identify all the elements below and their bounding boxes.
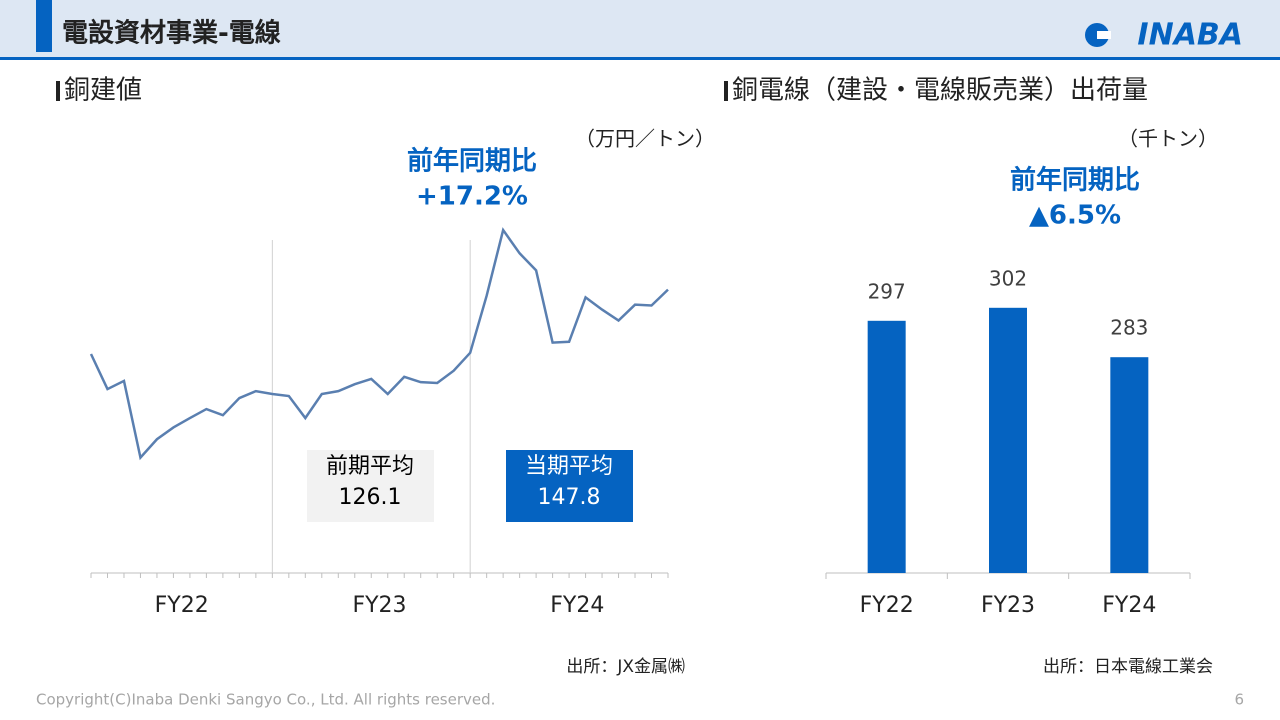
logo-icon-cut [1097,31,1111,39]
yoy-annotation: 前年同期比 [1010,165,1140,196]
x-group-label: FY24 [550,593,604,618]
source-note: 出所：日本電線工業会 [1043,657,1213,677]
page-number: 6 [1234,691,1244,709]
value-label: 297 [868,279,906,303]
average-box [307,450,434,522]
header-accent [36,0,52,52]
x-group-label: FY22 [155,593,209,618]
bar [989,307,1027,573]
yoy-annotation: +17.2% [416,182,528,212]
value-label: 283 [1110,316,1148,340]
logo: INABA [1137,18,1243,53]
price-line [89,227,669,461]
title-marker [56,81,60,101]
x-tick-label: FY23 [981,593,1035,618]
average-box [506,450,633,522]
x-group-label: FY23 [352,593,406,618]
unit-label: （千トン） [1118,127,1218,151]
x-tick-label: FY24 [1102,593,1156,618]
yoy-annotation: 前年同期比 [407,146,537,177]
average-label: 前期平均 [326,454,414,479]
bar [867,320,906,573]
x-tick-label: FY22 [860,593,914,618]
copyright: Copyright(C)Inaba Denki Sangyo Co., Ltd.… [36,691,495,709]
value-label: 302 [989,266,1027,290]
chart-title: 銅建値 [64,76,142,106]
header-band [0,0,1280,57]
average-label: 当期平均 [525,454,613,479]
source-note: 出所：JX金属㈱ [566,657,685,677]
chart-title: 銅電線（建設・電線販売業）出荷量 [732,76,1148,106]
average-value: 126.1 [339,485,402,510]
header-rule [0,57,1280,60]
yoy-annotation: ▲6.5% [1029,201,1121,231]
average-value: 147.8 [538,485,601,510]
page-title: 電設資材事業-電線 [62,18,281,49]
unit-label: （万円／トン） [575,127,715,151]
bar [1110,357,1149,573]
title-marker [724,81,728,101]
